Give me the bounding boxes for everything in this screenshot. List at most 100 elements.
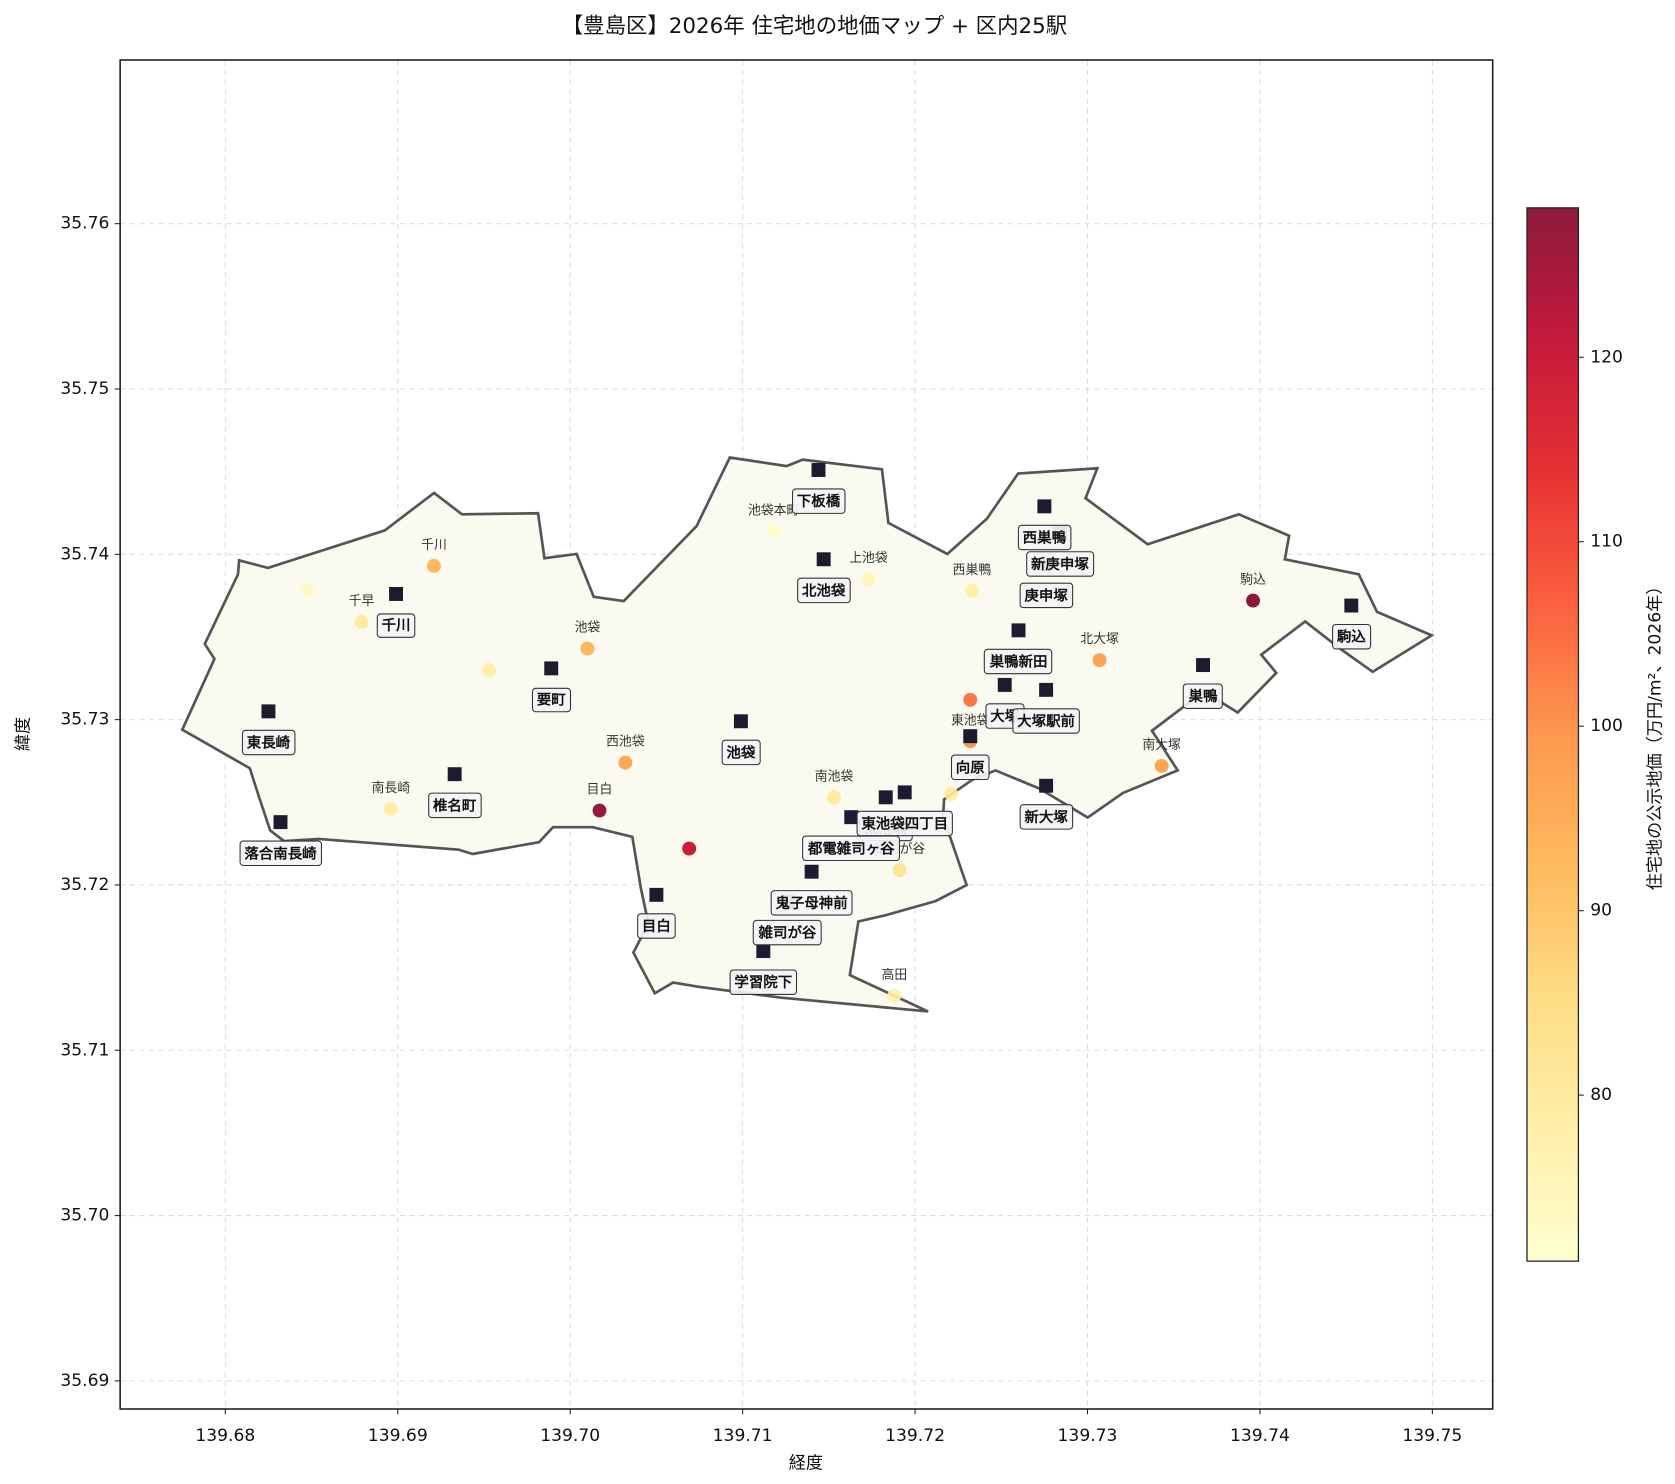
land-price-label: 南池袋 bbox=[815, 768, 854, 784]
station-label: 要町 bbox=[531, 687, 572, 713]
station-label-text: 庚申塚 bbox=[1024, 586, 1068, 604]
y-tick-label: 35.70 bbox=[60, 1206, 109, 1226]
station-label-text: 学習院下 bbox=[734, 973, 792, 991]
station-marker bbox=[733, 714, 748, 729]
station-label: 椎名町 bbox=[428, 792, 482, 819]
station-label: 大塚駅前 bbox=[1012, 708, 1080, 734]
land-price-label: 駒込 bbox=[1240, 573, 1266, 588]
station-label-box bbox=[1332, 623, 1372, 650]
station-label-text: 下板橋 bbox=[797, 492, 841, 510]
station-label-box bbox=[241, 729, 296, 756]
station-marker bbox=[1344, 598, 1359, 613]
land-price-label: 上池袋 bbox=[849, 551, 888, 566]
station-label-box bbox=[1182, 683, 1223, 709]
station-label-box bbox=[752, 919, 822, 946]
x-tick-label: 139.72 bbox=[885, 1426, 945, 1446]
station-marker bbox=[997, 677, 1012, 692]
land-price-point bbox=[861, 572, 876, 587]
station-label: 東長崎 bbox=[241, 729, 296, 756]
y-tick-label: 35.75 bbox=[60, 379, 109, 399]
land-price-point bbox=[580, 641, 595, 656]
land-price-point bbox=[618, 755, 633, 770]
station-label-text: 北池袋 bbox=[802, 581, 846, 599]
station-label-text: 向原 bbox=[956, 758, 985, 776]
y-tick-label: 35.76 bbox=[60, 214, 109, 234]
station-label: 千川 bbox=[376, 613, 416, 638]
colorbar-tick-label: 90 bbox=[1590, 901, 1612, 921]
land-price-point bbox=[383, 801, 398, 816]
station-label-box bbox=[770, 890, 853, 916]
x-tick-label: 139.71 bbox=[713, 1426, 773, 1446]
colorbar-tick-label: 120 bbox=[1590, 347, 1623, 367]
station-label-text: 鬼子母神前 bbox=[775, 894, 847, 912]
station-label-box bbox=[239, 840, 323, 867]
station-label: 池袋 bbox=[721, 739, 761, 766]
station-label-text: 西巣鴨 bbox=[1023, 529, 1067, 547]
station-label-box bbox=[1017, 524, 1072, 551]
land-price-label: 東池袋 bbox=[951, 712, 990, 728]
station-label: 都電雑司ヶ谷 bbox=[802, 835, 900, 862]
station-label: 北池袋 bbox=[797, 577, 851, 604]
land-price-point bbox=[964, 583, 979, 598]
station-label: 新大塚 bbox=[1019, 804, 1074, 830]
land-price-point bbox=[592, 803, 607, 818]
land-price-label: 西巣鴨 bbox=[953, 563, 992, 578]
land-price-point bbox=[427, 558, 441, 573]
land-price-label: 高田 bbox=[882, 967, 908, 983]
station-label-box bbox=[856, 810, 953, 837]
station-marker bbox=[273, 815, 288, 830]
colorbar-tick-label: 80 bbox=[1590, 1085, 1612, 1105]
station-label: 雑司が谷 bbox=[752, 919, 822, 946]
chart-title: 【豊島区】2026年 住宅地の地価マップ + 区内25駅 bbox=[562, 14, 1067, 39]
station-marker bbox=[389, 587, 404, 601]
station-label-box bbox=[376, 613, 416, 638]
land-price-point bbox=[766, 524, 781, 539]
station-label: 東池袋四丁目 bbox=[856, 810, 953, 837]
land-price-label: 目白 bbox=[587, 782, 613, 798]
station-label-text: 千川 bbox=[382, 617, 411, 634]
land-price-label: 南大塚 bbox=[1142, 737, 1181, 753]
station-marker bbox=[897, 785, 912, 800]
land-price-point bbox=[963, 692, 978, 707]
land-price-point bbox=[1092, 653, 1107, 668]
station-label: 鬼子母神前 bbox=[770, 890, 853, 916]
station-label-text: 巣鴨新田 bbox=[989, 652, 1048, 670]
station-label-text: 池袋 bbox=[726, 743, 755, 761]
station-label-box bbox=[797, 577, 851, 604]
x-axis-label: 経度 bbox=[789, 1454, 823, 1474]
land-price-point bbox=[892, 863, 907, 878]
land-price-point bbox=[354, 615, 369, 630]
station-marker bbox=[878, 790, 893, 805]
land-price-point bbox=[887, 988, 902, 1003]
station-label-text: 雑司が谷 bbox=[758, 924, 817, 942]
station-label-box bbox=[1012, 708, 1080, 734]
station-label-text: 目白 bbox=[642, 917, 671, 935]
land-price-point bbox=[482, 663, 497, 677]
station-label: 巣鴨 bbox=[1182, 683, 1223, 709]
station-label: 学習院下 bbox=[729, 969, 798, 995]
land-price-label: 千早 bbox=[349, 594, 375, 609]
station-label-box bbox=[721, 739, 761, 766]
station-marker bbox=[811, 463, 826, 477]
land-price-point bbox=[301, 583, 316, 598]
land-price-point bbox=[944, 787, 959, 801]
station-label: 西巣鴨 bbox=[1017, 524, 1072, 551]
station-label: 下板橋 bbox=[791, 488, 846, 514]
station-label-text: 椎名町 bbox=[433, 796, 477, 814]
station-label-box bbox=[791, 488, 846, 514]
station-label: 駒込 bbox=[1332, 623, 1372, 650]
station-marker bbox=[544, 661, 559, 676]
station-marker bbox=[844, 810, 859, 825]
station-label-text: 駒込 bbox=[1337, 628, 1366, 646]
station-label: 庚申塚 bbox=[1019, 582, 1074, 609]
station-marker bbox=[1039, 778, 1054, 793]
station-marker bbox=[447, 767, 462, 782]
land-price-label: 南長崎 bbox=[372, 780, 411, 796]
land-price-label: 西池袋 bbox=[606, 735, 645, 750]
station-label-box bbox=[802, 835, 900, 862]
station-label-text: 巣鴨 bbox=[1188, 687, 1218, 705]
station-label-text: 要町 bbox=[537, 692, 566, 709]
x-tick-label: 139.75 bbox=[1402, 1426, 1462, 1446]
